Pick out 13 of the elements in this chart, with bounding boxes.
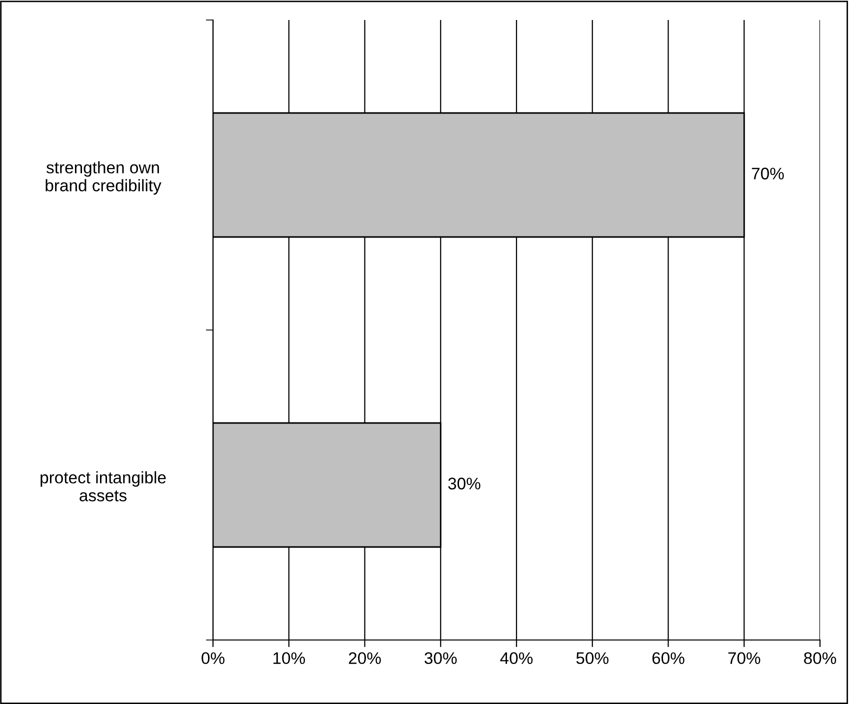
- x-tick-label: 60%: [652, 652, 684, 664]
- x-tick-label: 80%: [804, 652, 836, 664]
- x-tick-label: 50%: [576, 652, 608, 664]
- data-label: 30%: [448, 478, 480, 490]
- data-label: 70%: [752, 168, 784, 180]
- x-tick-label: 0%: [202, 652, 224, 664]
- y-tick-label: strengthen own brand credibility: [46, 161, 162, 195]
- x-tick-label: 40%: [500, 652, 533, 664]
- x-tick-label: 10%: [273, 652, 305, 664]
- x-tick-label: 70%: [728, 652, 760, 664]
- x-tick-label: 30%: [424, 652, 457, 664]
- x-tick-label: 20%: [348, 652, 381, 664]
- y-tick-label: protect intangible assets: [40, 471, 166, 502]
